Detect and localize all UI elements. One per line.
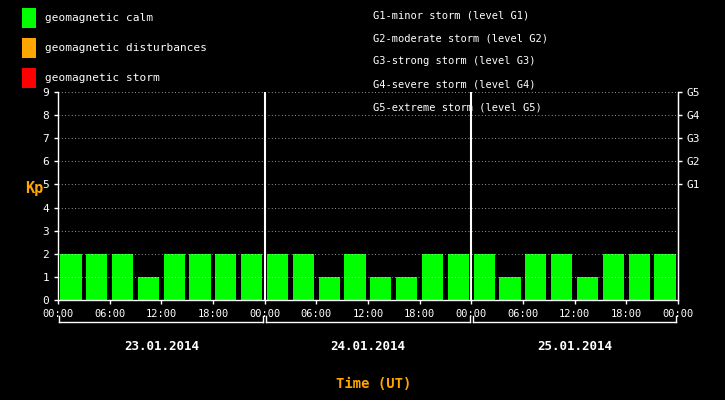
Bar — [655, 254, 676, 300]
Bar — [396, 277, 418, 300]
Text: geomagnetic disturbances: geomagnetic disturbances — [45, 43, 207, 53]
Text: 24.01.2014: 24.01.2014 — [331, 340, 405, 352]
Text: G5-extreme storm (level G5): G5-extreme storm (level G5) — [373, 103, 542, 113]
Text: geomagnetic storm: geomagnetic storm — [45, 73, 160, 83]
Bar — [629, 254, 650, 300]
Bar — [602, 254, 624, 300]
Bar — [164, 254, 185, 300]
Bar — [344, 254, 365, 300]
Bar — [86, 254, 107, 300]
Bar — [525, 254, 547, 300]
Bar — [241, 254, 262, 300]
Bar — [215, 254, 236, 300]
Text: Time (UT): Time (UT) — [336, 377, 411, 391]
Text: G3-strong storm (level G3): G3-strong storm (level G3) — [373, 56, 536, 66]
Text: 25.01.2014: 25.01.2014 — [537, 340, 612, 352]
Y-axis label: Kp: Kp — [25, 181, 43, 196]
Bar — [318, 277, 340, 300]
Text: G1-minor storm (level G1): G1-minor storm (level G1) — [373, 10, 530, 20]
Bar — [370, 277, 392, 300]
Bar — [60, 254, 81, 300]
Bar — [112, 254, 133, 300]
Bar — [448, 254, 469, 300]
Text: geomagnetic calm: geomagnetic calm — [45, 13, 153, 23]
Text: G2-moderate storm (level G2): G2-moderate storm (level G2) — [373, 33, 548, 43]
Bar — [138, 277, 159, 300]
Bar — [422, 254, 443, 300]
Bar — [293, 254, 314, 300]
Bar — [189, 254, 211, 300]
Text: G4-severe storm (level G4): G4-severe storm (level G4) — [373, 80, 536, 90]
Bar — [473, 254, 494, 300]
Bar — [551, 254, 572, 300]
Bar — [577, 277, 598, 300]
Bar — [267, 254, 288, 300]
Text: 23.01.2014: 23.01.2014 — [124, 340, 199, 352]
Bar — [500, 277, 521, 300]
